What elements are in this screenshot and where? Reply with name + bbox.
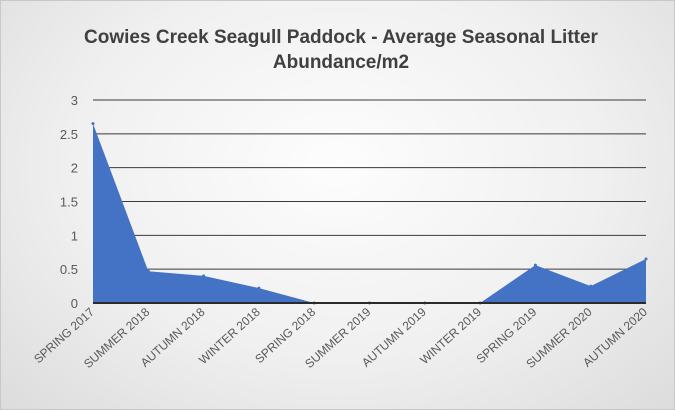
y-tick-label: 2.5 — [60, 127, 78, 142]
data-point — [92, 122, 95, 125]
area-fill — [93, 124, 646, 303]
data-point — [589, 285, 592, 288]
data-point — [645, 258, 648, 261]
y-tick-label: 0.5 — [60, 262, 78, 277]
y-tick-label: 3 — [71, 93, 78, 108]
data-point — [534, 264, 537, 267]
gridlines — [93, 100, 646, 269]
y-axis-ticks: 0 0.5 1 1.5 2 2.5 3 — [60, 93, 78, 311]
y-tick-label: 0 — [71, 296, 78, 311]
data-point — [257, 287, 260, 290]
y-tick-label: 2 — [71, 161, 78, 176]
data-point — [202, 274, 205, 277]
y-tick-label: 1.5 — [60, 195, 78, 210]
y-tick-label: 1 — [71, 228, 78, 243]
area-series — [92, 122, 648, 304]
data-point — [147, 270, 150, 273]
